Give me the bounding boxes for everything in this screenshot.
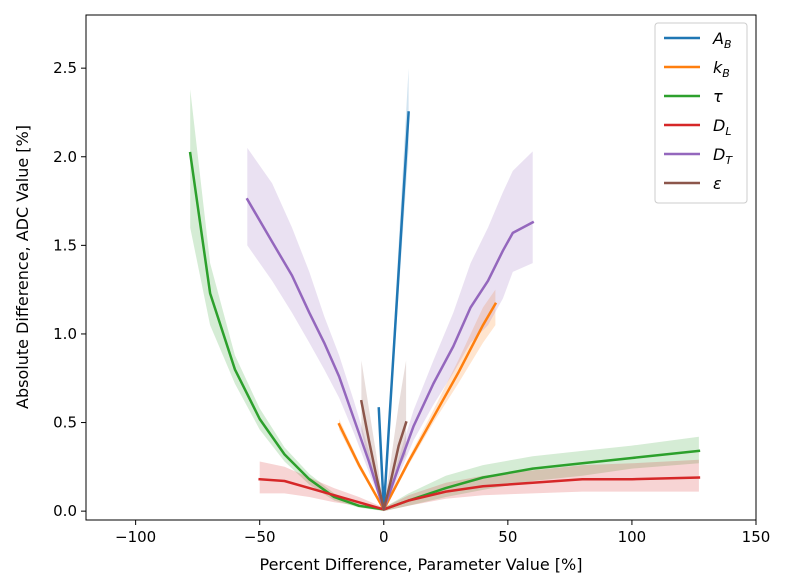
line-epsilon: [359, 399, 408, 511]
x-tick-label: 0: [379, 528, 389, 546]
x-tick-label: 50: [498, 528, 517, 546]
y-tick-label: 1.0: [53, 325, 77, 343]
x-tick-label: 100: [618, 528, 647, 546]
band-d-l: [259, 459, 699, 512]
plot-frame: [85, 14, 757, 521]
line-d-t: [245, 197, 535, 511]
y-tick-label: 2.0: [53, 148, 77, 166]
y-axis-label: Absolute Difference, ADC Value [%]: [13, 125, 32, 409]
x-tick-label: −50: [244, 528, 276, 546]
line-k-b: [337, 302, 498, 511]
legend-label-epsilon: ε: [713, 174, 722, 193]
legend-label-tau: τ: [713, 87, 723, 106]
x-axis-ticks: −100 −50 0 50 100 150: [115, 520, 770, 546]
x-tick-label: −100: [115, 528, 156, 546]
series-lines: [188, 111, 701, 511]
y-tick-label: 0.5: [53, 414, 77, 432]
band-d-t: [247, 147, 533, 512]
y-tick-label: 1.5: [53, 236, 77, 254]
line-d-l: [258, 476, 701, 511]
line-tau: [188, 151, 701, 511]
x-axis-label: Percent Difference, Parameter Value [%]: [260, 555, 583, 574]
y-axis-ticks: 0.0 0.5 1.0 1.5 2.0 2.5: [53, 59, 86, 520]
legend-box: [654, 22, 748, 204]
x-tick-label: 150: [742, 528, 771, 546]
y-tick-label: 0.0: [53, 502, 77, 520]
y-tick-label: 2.5: [53, 59, 77, 77]
